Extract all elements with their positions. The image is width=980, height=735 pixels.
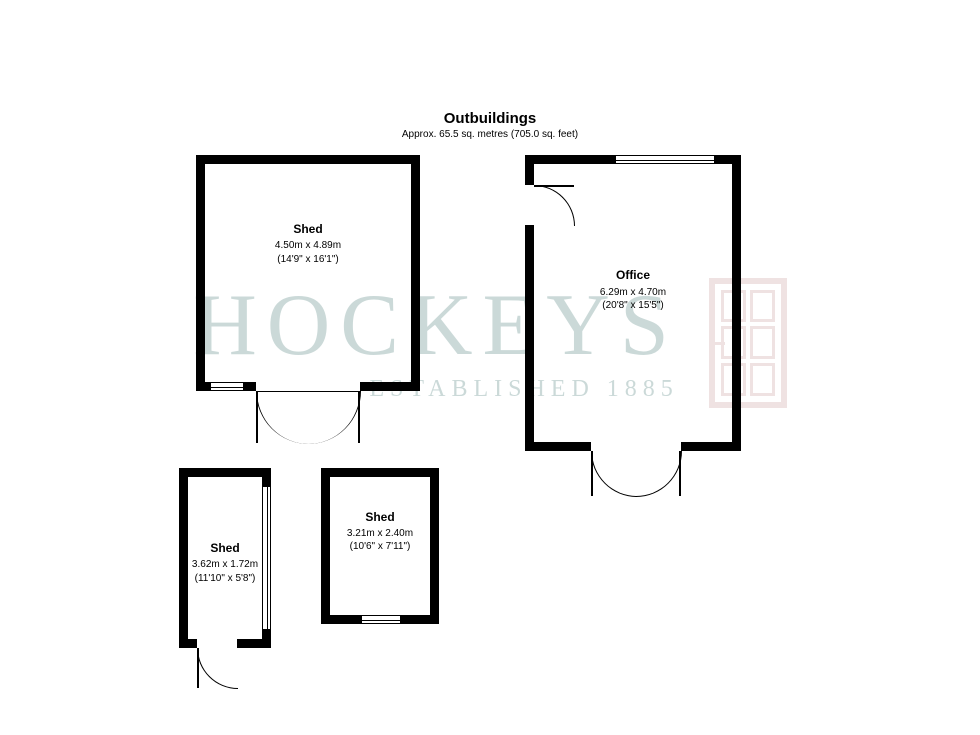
floorplan-stage: HOCKEYS ESTABLISHED 1885 Outbuildings Ap… <box>0 0 980 735</box>
room-label: Shed 3.21m x 2.40m (10'6" x 7'11") <box>321 509 439 554</box>
door-arc <box>534 185 575 226</box>
room-shed-large: Shed 4.50m x 4.89m (14'9" x 16'1") <box>196 155 420 391</box>
window <box>615 155 715 164</box>
title-block: Outbuildings Approx. 65.5 sq. metres (70… <box>0 110 980 140</box>
door-arc <box>256 391 309 444</box>
window <box>210 382 244 391</box>
window <box>361 615 401 624</box>
room-shed-small-mid: Shed 3.21m x 2.40m (10'6" x 7'11") <box>321 468 439 624</box>
room-office: Office 6.29m x 4.70m (20'8" x 15'5") <box>525 155 741 451</box>
room-shed-small-left: Shed 3.62m x 1.72m (11'10" x 5'8") <box>179 468 271 648</box>
room-label: Office 6.29m x 4.70m (20'8" x 15'5") <box>525 267 741 312</box>
door-arc <box>591 451 637 497</box>
door-arc <box>308 391 361 444</box>
room-label: Shed 3.62m x 1.72m (11'10" x 5'8") <box>179 540 271 585</box>
room-label: Shed 4.50m x 4.89m (14'9" x 16'1") <box>196 221 420 266</box>
door-arc <box>636 451 682 497</box>
door-arc <box>197 648 238 689</box>
title-main: Outbuildings <box>0 110 980 127</box>
title-sub: Approx. 65.5 sq. metres (705.0 sq. feet) <box>0 129 980 140</box>
